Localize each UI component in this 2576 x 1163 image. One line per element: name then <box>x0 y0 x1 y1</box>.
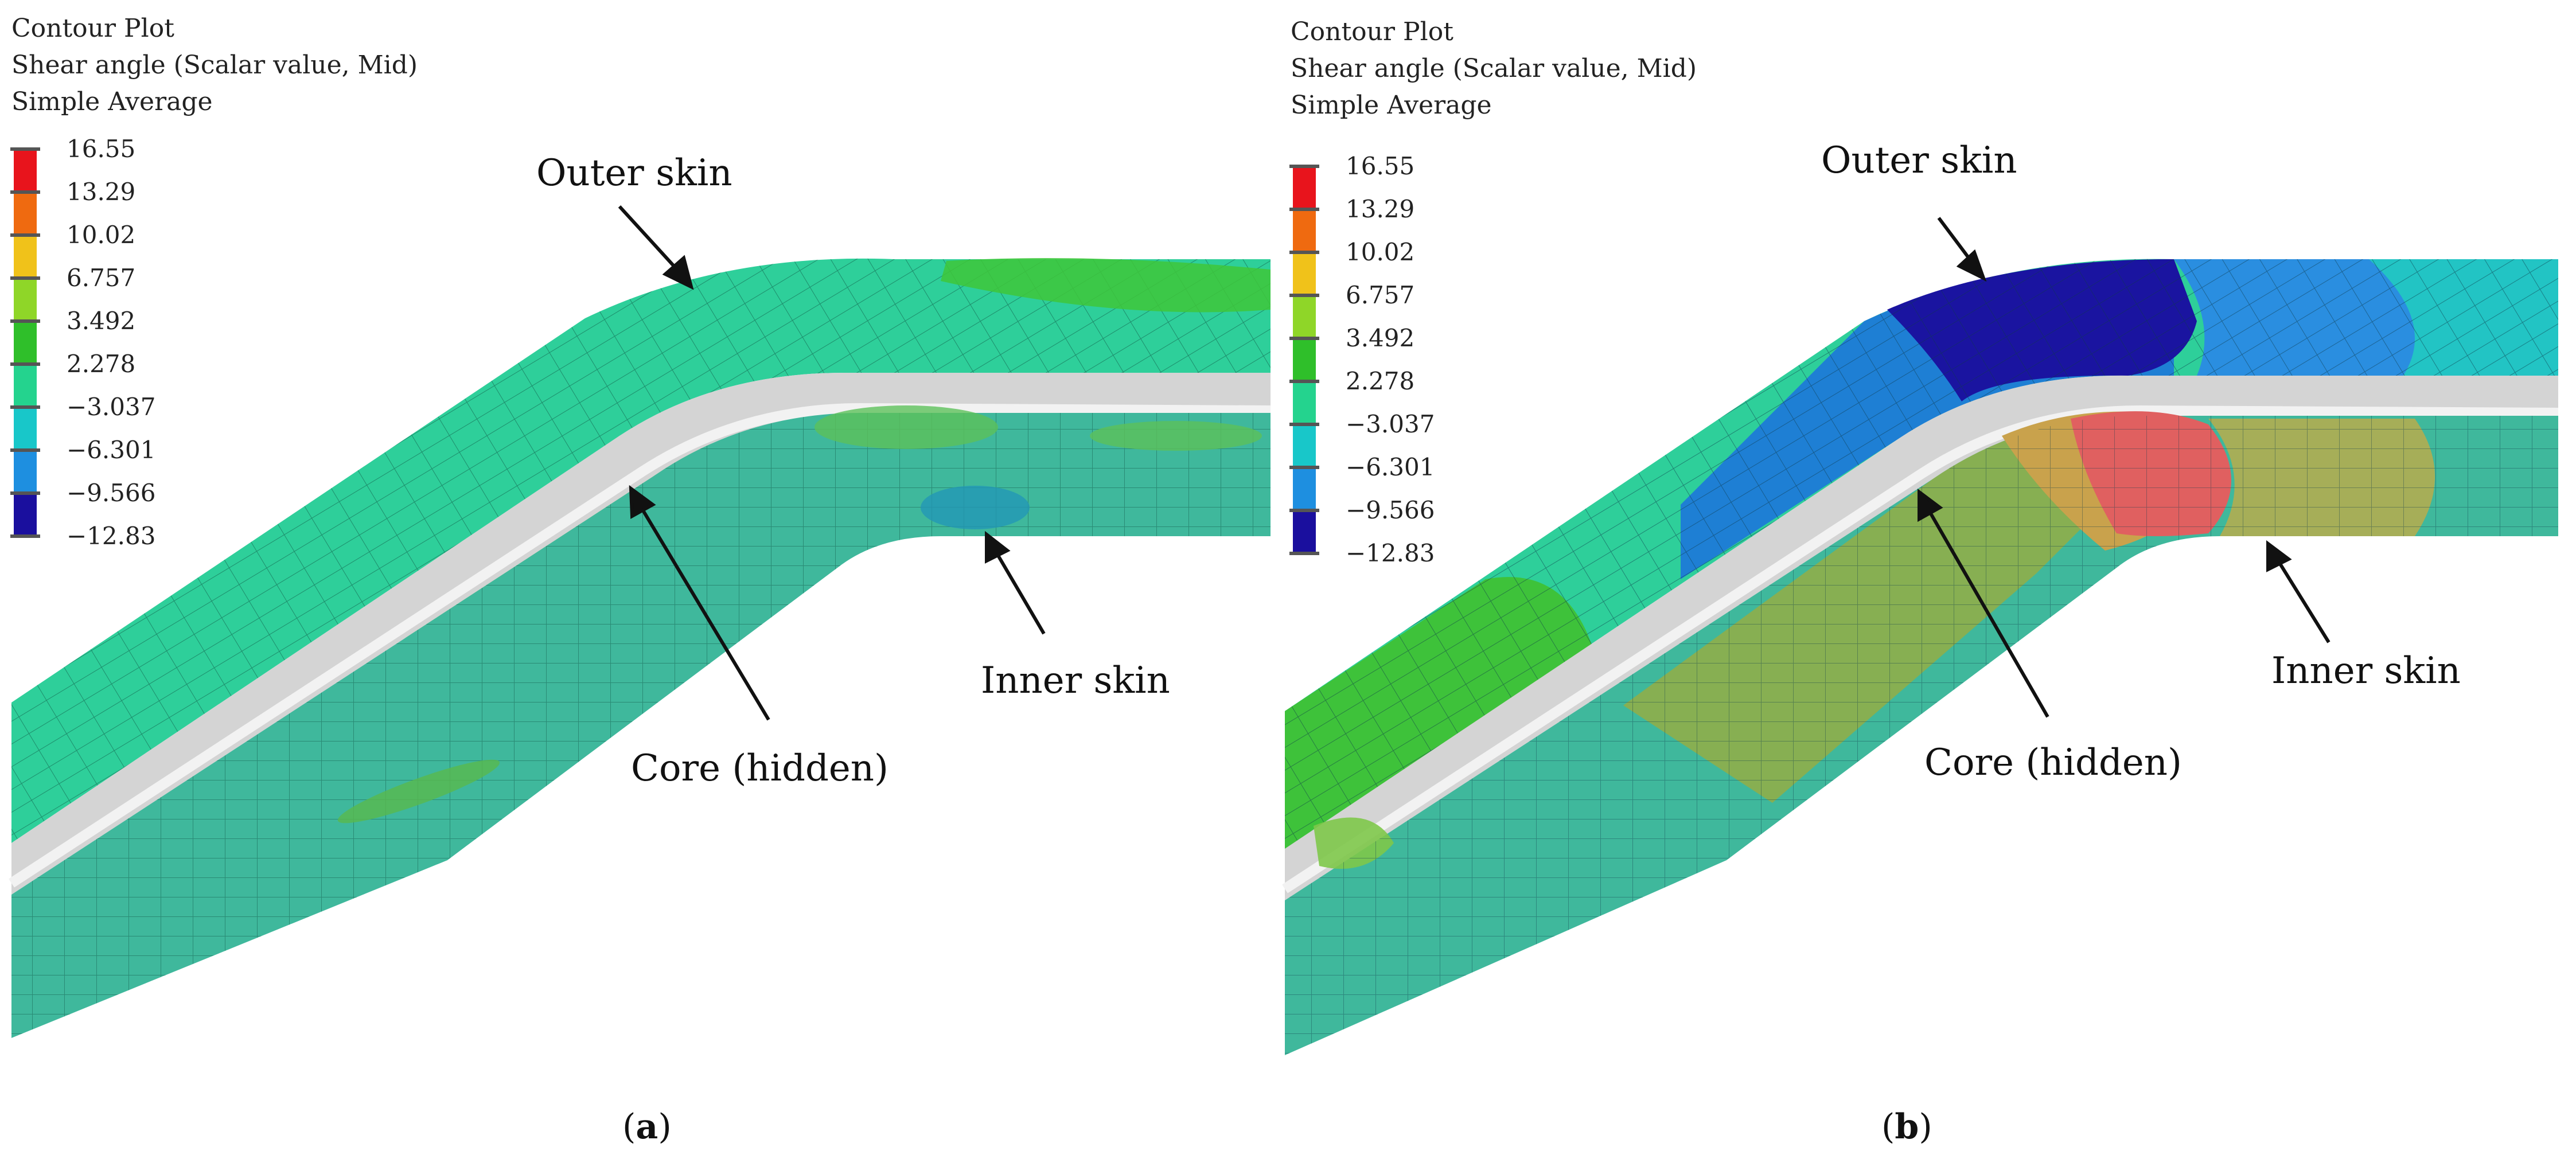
subfigure-caption: (b) <box>1881 1107 1932 1147</box>
legend-tick <box>10 491 40 495</box>
legend-swatch <box>1293 252 1316 295</box>
legend-value: 13.29 <box>67 178 136 206</box>
legend-value: 2.278 <box>67 350 136 378</box>
inner-skin-patch <box>921 486 1030 529</box>
panel-b: Contour Plot Shear angle (Scalar value, … <box>1279 0 2576 1163</box>
legend-tick <box>1289 423 1319 426</box>
legend-value: −3.037 <box>1346 410 1435 438</box>
core-label: Core (hidden) <box>631 747 888 790</box>
legend-value: −6.301 <box>1346 453 1435 481</box>
composite-shell-model <box>1282 217 2559 1055</box>
legend-averaging: Simple Average <box>11 87 213 116</box>
legend-swatch <box>14 235 37 278</box>
legend-swatch <box>14 364 37 407</box>
legend-value: −3.037 <box>67 393 156 421</box>
inner-skin-patch <box>815 405 998 449</box>
legend-tick <box>1289 466 1319 469</box>
core-label: Core (hidden) <box>1924 741 2182 784</box>
legend-tick <box>1289 552 1319 555</box>
legend-averaging: Simple Average <box>1291 91 1492 120</box>
legend-tick <box>10 534 40 538</box>
legend-swatch <box>14 278 37 321</box>
legend-tick <box>10 190 40 194</box>
legend-subtitle: Shear angle (Scalar value, Mid) <box>1291 54 1697 83</box>
legend-tick <box>1289 337 1319 340</box>
legend-subtitle: Shear angle (Scalar value, Mid) <box>11 50 418 80</box>
legend-swatch <box>14 149 37 192</box>
legend-swatch <box>1293 166 1316 209</box>
legend-header: Contour Plot Shear angle (Scalar value, … <box>1291 14 1697 124</box>
legend-value: 6.757 <box>1346 281 1415 309</box>
legend-swatch <box>14 407 37 450</box>
legend-swatch <box>1293 338 1316 381</box>
legend-tick <box>10 362 40 366</box>
legend-value: 6.757 <box>67 264 136 292</box>
legend-swatch <box>1293 381 1316 424</box>
inner-skin-label: Inner skin <box>981 659 1170 702</box>
outer-skin-label: Outer skin <box>536 152 732 194</box>
legend-tick <box>10 319 40 323</box>
panel-a: Contour Plot Shear angle (Scalar value, … <box>0 0 1279 1163</box>
outer-skin-patch <box>941 258 1271 313</box>
legend-tick <box>1289 294 1319 297</box>
legend-swatch <box>1293 209 1316 252</box>
legend-swatch <box>1293 424 1316 467</box>
legend-value: −12.83 <box>67 522 156 550</box>
legend-value: −12.83 <box>1346 539 1435 567</box>
legend-value: −6.301 <box>67 436 156 464</box>
legend-swatch <box>14 493 37 536</box>
legend-tick <box>1289 380 1319 383</box>
core-band <box>1285 375 2558 900</box>
legend-value: −9.566 <box>67 479 156 507</box>
legend-value: −9.566 <box>1346 496 1435 524</box>
legend-tick <box>1289 165 1319 168</box>
color-legend: 16.55 13.29 10.02 6.757 3.492 2.278 −3.0… <box>10 135 220 555</box>
legend-swatch <box>1293 510 1316 553</box>
legend-value: 10.02 <box>67 221 136 249</box>
legend-title: Contour Plot <box>1291 17 1453 46</box>
legend-value: 3.492 <box>67 307 136 335</box>
legend-value: 3.492 <box>1346 324 1415 352</box>
legend-value: 10.02 <box>1346 238 1415 266</box>
legend-tick <box>10 147 40 151</box>
legend-value: 16.55 <box>67 135 136 163</box>
legend-tick <box>1289 509 1319 512</box>
legend-tick <box>10 405 40 409</box>
legend-tick <box>10 233 40 237</box>
outer-skin-label: Outer skin <box>1821 139 2017 182</box>
legend-swatch <box>1293 467 1316 510</box>
legend-swatch <box>14 321 37 364</box>
legend-swatch <box>1293 295 1316 338</box>
legend-tick <box>10 276 40 280</box>
legend-tick <box>10 448 40 452</box>
legend-value: 13.29 <box>1346 195 1415 223</box>
inner-skin-patch <box>1090 421 1262 451</box>
legend-value: 16.55 <box>1346 152 1415 180</box>
legend-header: Contour Plot Shear angle (Scalar value, … <box>11 10 418 120</box>
subfigure-caption: (a) <box>622 1107 672 1147</box>
composite-shell-model <box>9 205 1271 1038</box>
color-legend: 16.55 13.29 10.02 6.757 3.492 2.278 −3.0… <box>1289 152 1499 572</box>
legend-swatch <box>14 192 37 235</box>
inner-skin-patch <box>337 759 500 824</box>
legend-tick <box>1289 208 1319 211</box>
inner-skin-label: Inner skin <box>2271 650 2461 692</box>
legend-tick <box>1289 251 1319 254</box>
legend-swatch <box>14 450 37 493</box>
legend-value: 2.278 <box>1346 367 1415 395</box>
legend-title: Contour Plot <box>11 14 174 43</box>
